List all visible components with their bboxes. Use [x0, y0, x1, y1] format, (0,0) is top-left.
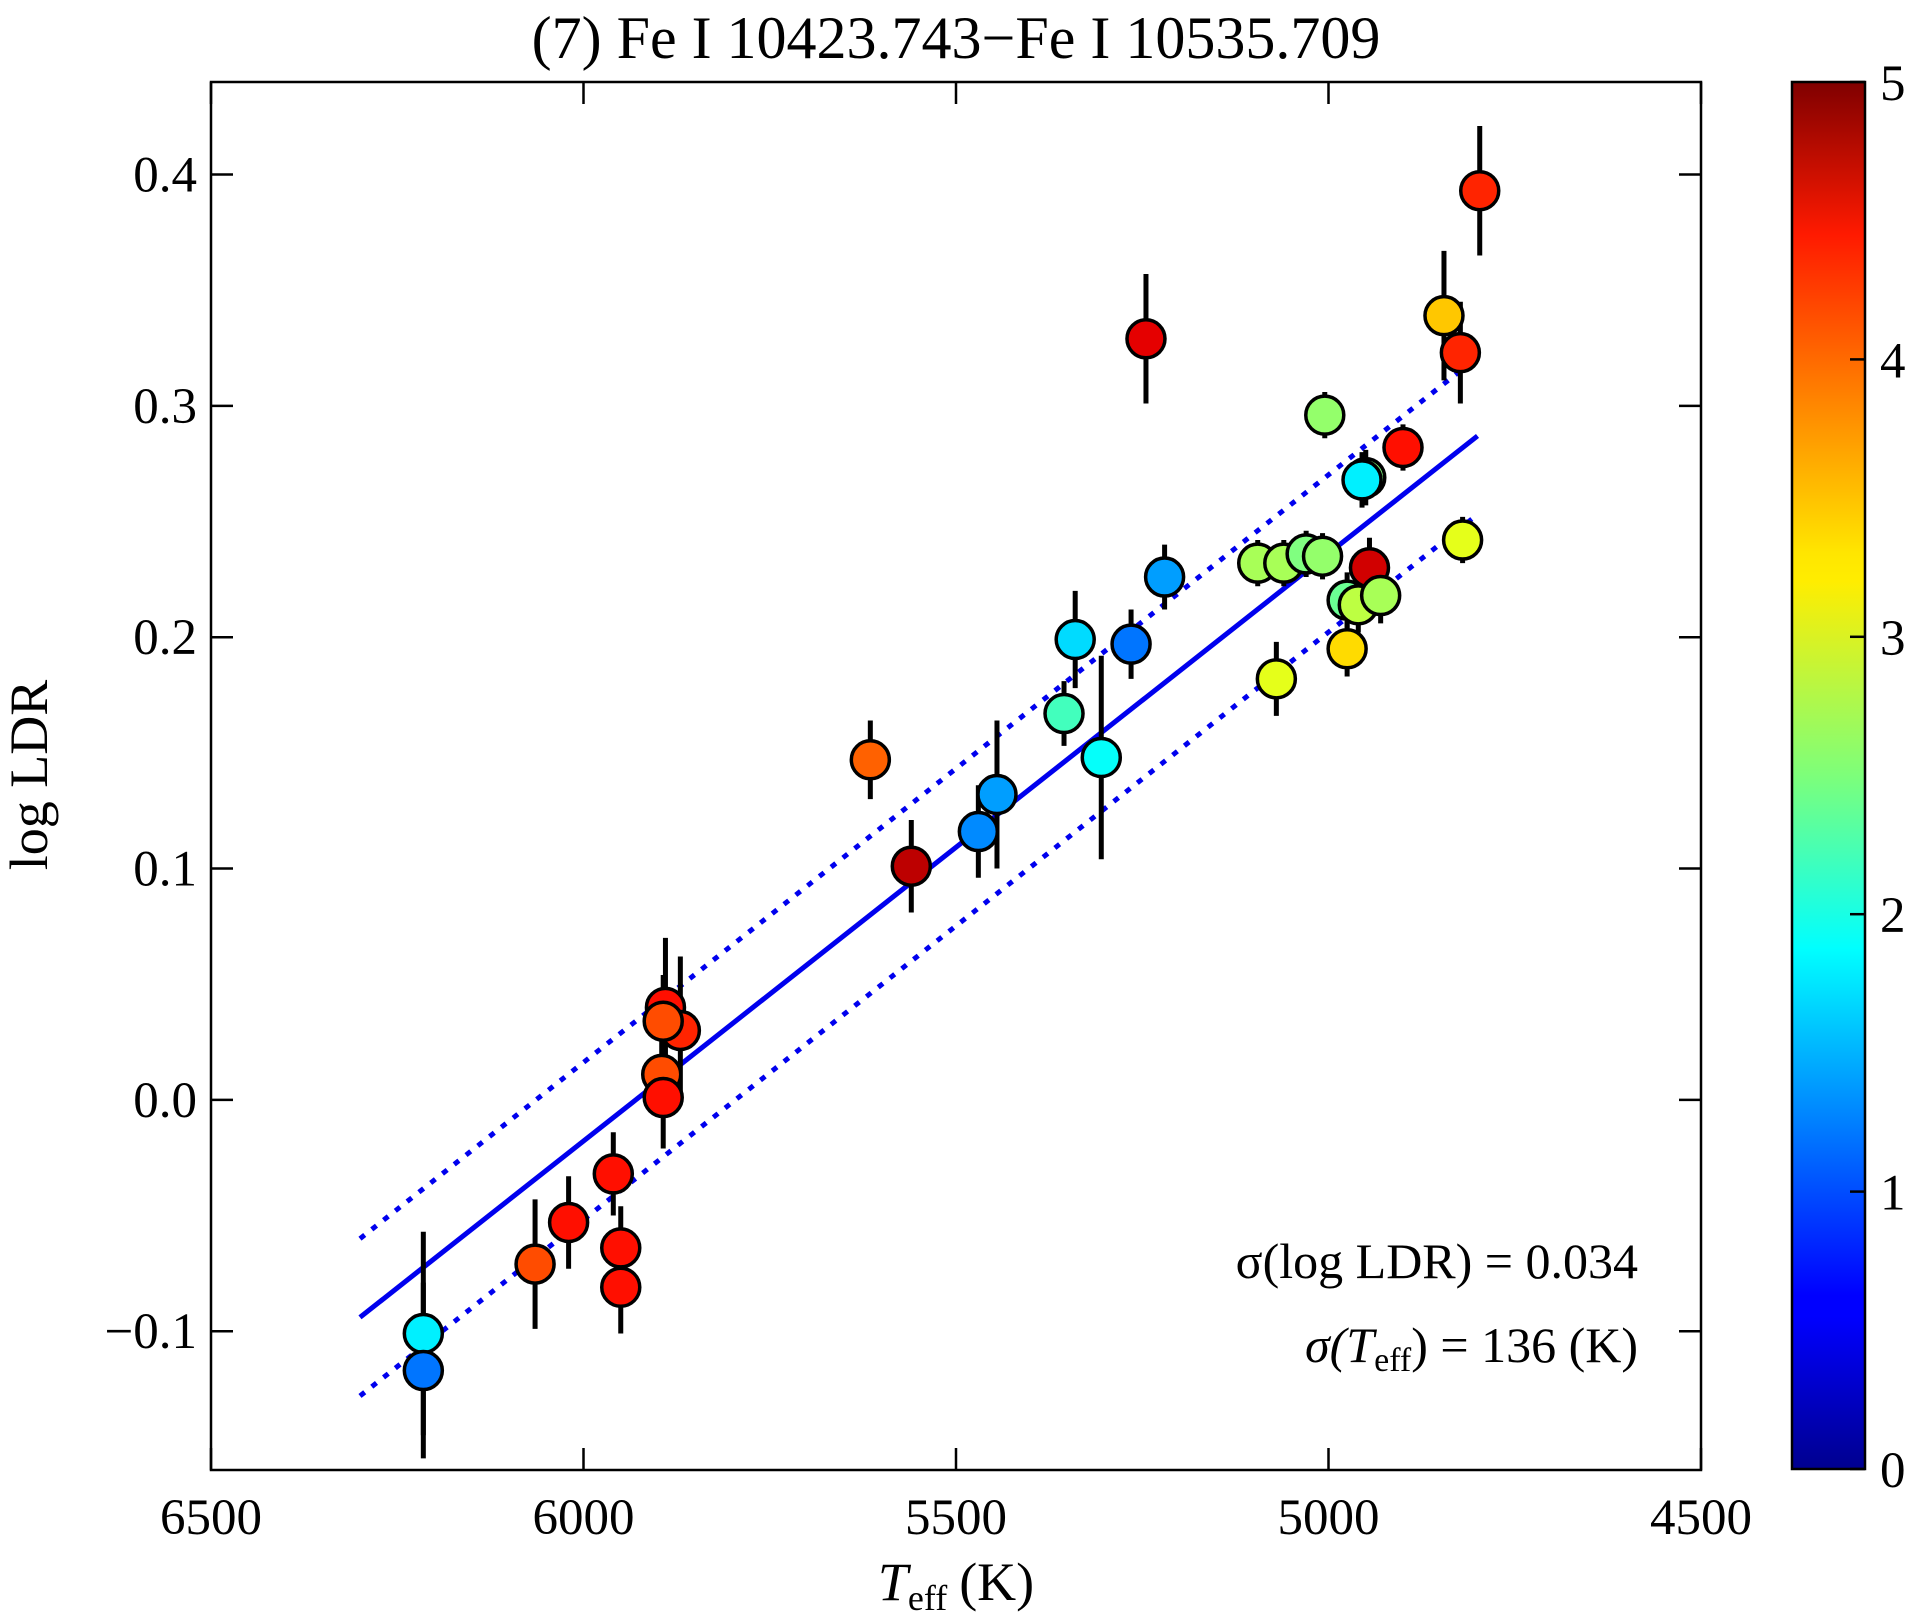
colorbar-tick-label: 0	[1880, 1443, 1906, 1499]
data-point	[1125, 318, 1167, 360]
x-tick-label: 4500	[1650, 1490, 1752, 1546]
data-point	[1423, 294, 1465, 337]
x-axis-label-unit: (K)	[959, 1552, 1034, 1612]
colorbar-ticks: 0 1 2 3 4 5	[1850, 56, 1906, 1499]
upper-bound-line	[358, 355, 1480, 1241]
x-tick-label: 5500	[905, 1490, 1007, 1546]
teff-sub: eff	[1374, 1342, 1412, 1379]
axis-ticks: 6500 6000 5500 5000 4500 −0.1 0.0 0.1 0.2 0.3 0.4	[104, 82, 1752, 1546]
data-point	[1301, 535, 1344, 577]
x-axis-label-main: T	[878, 1552, 912, 1612]
x-tick-label: 5000	[1278, 1490, 1380, 1546]
data-point	[642, 1076, 684, 1119]
colorbar-tick-label: 5	[1880, 56, 1906, 112]
data-point	[1043, 692, 1085, 735]
data-point	[1304, 394, 1346, 436]
y-tick-label: 0.2	[133, 610, 197, 666]
data-point	[592, 1153, 635, 1195]
data-point	[1054, 618, 1096, 661]
sigma-symbol: σ	[1305, 1317, 1332, 1373]
data-point	[402, 1349, 445, 1392]
data-point	[849, 739, 892, 781]
y-tick-label: 0.3	[133, 379, 197, 435]
data-point	[1255, 658, 1298, 700]
data-point	[1110, 623, 1152, 665]
y-tick-label: 0.4	[133, 148, 197, 204]
data-point	[514, 1243, 556, 1285]
data-point	[1143, 556, 1186, 598]
data-point	[402, 1312, 445, 1355]
data-point	[1080, 736, 1123, 779]
data-point	[600, 1266, 642, 1308]
x-tick-label: 6500	[160, 1490, 262, 1546]
colorbar	[1790, 80, 1867, 1471]
colorbar-tick-label: 2	[1880, 888, 1906, 944]
data-point	[547, 1201, 590, 1244]
data-point	[1439, 331, 1482, 374]
chart-title: (7) Fe I 10423.743−Fe I 10535.709	[532, 5, 1381, 71]
x-axis-label: Teff (K)	[878, 1552, 1034, 1618]
data-point	[957, 810, 1000, 853]
colorbar-tick-label: 1	[1880, 1166, 1906, 1222]
data-point	[976, 773, 1018, 816]
sigma-teff-annotation: σ(Teff) = 136 (K)	[1305, 1317, 1638, 1379]
x-tick-label: 6000	[533, 1490, 635, 1546]
y-axis-label: log LDR	[0, 680, 59, 871]
data-point	[1359, 574, 1402, 617]
colorbar-tick-label: 4	[1880, 333, 1906, 389]
data-points	[402, 125, 1501, 1459]
sigma-logldr-annotation: σ(log LDR) = 0.034	[1236, 1233, 1638, 1289]
data-point	[642, 1000, 684, 1042]
y-tick-label: 0.1	[133, 842, 197, 898]
y-tick-label: 0.0	[133, 1073, 197, 1129]
data-point	[1341, 459, 1383, 501]
data-point	[1441, 519, 1484, 561]
data-point	[890, 845, 933, 887]
x-axis-label-sub: eff	[908, 1578, 947, 1618]
y-tick-label: −0.1	[104, 1304, 197, 1360]
lower-bound-line	[358, 512, 1480, 1398]
sigma-teff-rest: ) = 136 (K)	[1411, 1317, 1638, 1373]
data-point	[600, 1227, 642, 1269]
teff-main: (T	[1330, 1317, 1378, 1373]
data-point	[1382, 426, 1424, 469]
data-point	[1458, 169, 1501, 212]
colorbar-tick-label: 3	[1880, 611, 1906, 667]
data-point	[1326, 628, 1368, 670]
